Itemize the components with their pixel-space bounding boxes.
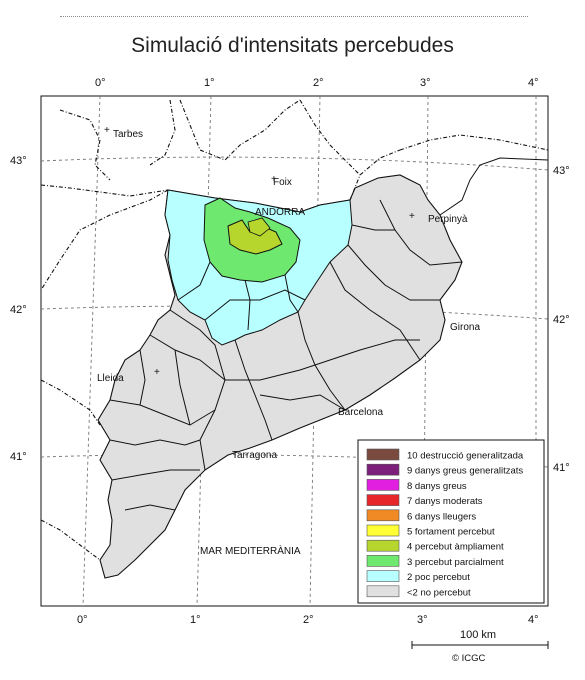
legend-label-0: 10 destrucció generalitzada [407,451,524,462]
label-lleida: Lleida [97,373,124,384]
legend: 10 destrucció generalitzada 9 danys greus… [357,439,545,604]
legend-label-3: 7 danys moderats [407,496,483,507]
axis-bottom-4: 4° [528,614,539,626]
axis-bottom-labels: 0° 1° 2° 3° 4° [77,614,539,626]
legend-label-5: 5 fortament percebut [407,527,495,538]
foix-marker: + [271,174,277,185]
legend-label-1: 9 danys greus generalitzats [407,466,523,477]
legend-swatch-0 [366,448,400,461]
legend-swatch-7 [366,555,400,567]
map-title: Simulació d'intensitats percebudes [131,34,454,57]
legend-swatch-4 [366,509,400,522]
label-tarragona: Tarragona [232,450,277,461]
lleida-marker: + [154,367,160,378]
legend-swatch-9 [366,585,400,598]
axis-bottom-1: 1° [190,614,201,626]
axis-bottom-0: 0° [77,614,88,626]
french-coastline [439,157,549,216]
legend-swatch-3 [366,494,400,506]
legend-label-2: 8 danys greus [407,481,467,492]
axis-right-labels: 43° 42° 41° [553,165,570,474]
tarbes-marker: + [104,125,110,136]
country-borders [40,99,549,561]
label-andorra: ANDORRA [255,207,305,218]
place-markers: + + + + [104,125,415,378]
axis-left-labels: 43° 42° 41° [10,155,27,463]
axis-top-1: 1° [204,77,215,89]
legend-swatch-2 [366,479,400,491]
intensity-4-zone [227,219,283,255]
axis-top-0: 0° [95,77,106,89]
axis-left-2: 41° [10,451,27,463]
top-dotted-rule [60,16,528,17]
andorra-area [247,217,271,237]
label-foix: Foix [273,177,292,188]
legend-label-4: 6 danys lleugers [407,511,476,522]
axis-top-labels: 0° 1° 2° 3° 4° [95,77,539,89]
label-girona: Girona [450,322,480,333]
label-tarbes: Tarbes [113,129,143,140]
axis-top-4: 4° [528,77,539,89]
label-barcelona: Barcelona [338,407,383,418]
axis-right-0: 43° [553,165,570,177]
axis-top-2: 2° [313,77,324,89]
comarca-boundaries [109,199,463,511]
legend-label-8: 2 poc percebut [407,572,470,583]
legend-swatch-1 [366,463,400,476]
credit-label: © ICGC [452,653,486,664]
legend-label-6: 4 percebut àmpliament [407,542,504,553]
legend-swatch-5 [366,524,400,537]
axis-bottom-2: 2° [303,614,314,626]
legend-label-9: <2 no percebut [407,587,471,598]
legend-label-7: 3 percebut parcialment [407,557,504,568]
scale-label: 100 km [460,629,496,641]
scale-bar: 100 km © ICGC [411,629,549,664]
label-perpinya: Perpinyà [428,214,468,225]
axis-right-1: 42° [553,314,570,326]
axis-right-2: 41° [553,462,570,474]
axis-top-3: 3° [420,77,431,89]
legend-swatch-8 [366,570,400,582]
perpinya-marker: + [409,211,415,222]
axis-left-1: 42° [10,304,27,316]
label-sea: MAR MEDITERRÀNIA [200,544,301,557]
axis-bottom-3: 3° [417,614,428,626]
axis-left-0: 43° [10,155,27,167]
legend-swatch-6 [366,539,400,552]
